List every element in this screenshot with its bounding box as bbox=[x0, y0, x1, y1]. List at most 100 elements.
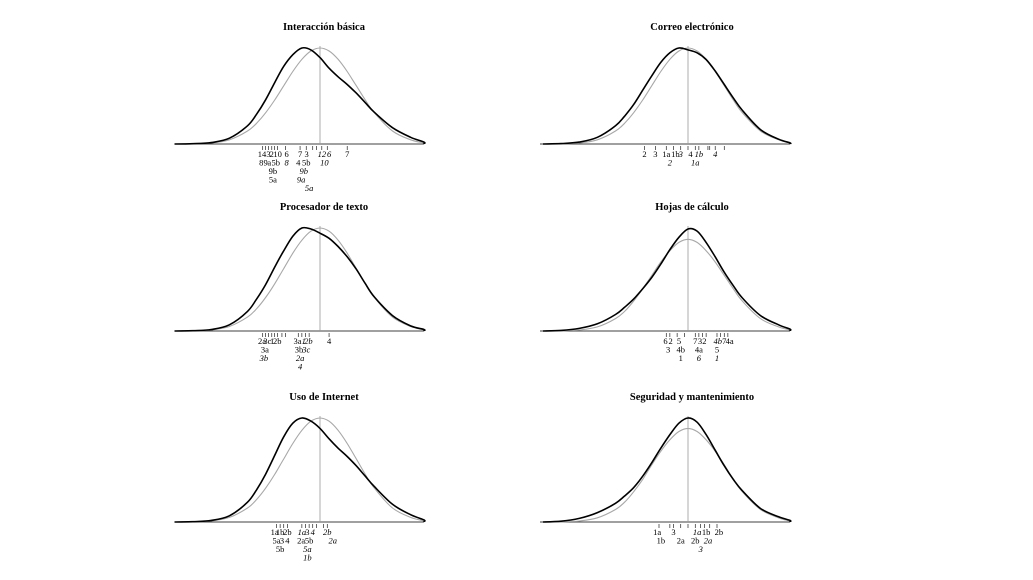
item-label: 2a bbox=[328, 536, 337, 546]
item-label: 4b bbox=[677, 345, 686, 355]
item-label: 5a bbox=[305, 183, 314, 193]
item-label: 2b bbox=[715, 527, 724, 537]
item-label: 3c bbox=[301, 345, 310, 355]
empirical-curve bbox=[542, 417, 792, 523]
item-label: 2a bbox=[677, 536, 685, 546]
item-label: 9 bbox=[264, 158, 268, 168]
item-label: 4 bbox=[296, 158, 301, 168]
normal-curve bbox=[174, 227, 426, 332]
normal-curve bbox=[174, 417, 426, 523]
empirical-curve bbox=[174, 226, 426, 332]
item-label: 6 bbox=[697, 353, 702, 363]
item-label: 2a bbox=[297, 536, 305, 546]
panel-title: Uso de Internet bbox=[289, 392, 359, 403]
item-label: 2b bbox=[323, 527, 332, 537]
item-label: 1 bbox=[270, 336, 274, 346]
normal-curve bbox=[542, 427, 792, 523]
item-label: 4 bbox=[688, 149, 693, 159]
item-label: 14 bbox=[258, 149, 267, 159]
item-label: 4 bbox=[298, 362, 303, 372]
item-label: 4 bbox=[713, 149, 718, 159]
item-label: 10 bbox=[273, 149, 282, 159]
item-label: 3a bbox=[261, 345, 269, 355]
item-label: 5a bbox=[272, 536, 280, 546]
item-label: 4b bbox=[713, 336, 722, 346]
item-label: 3 bbox=[653, 149, 657, 159]
item-label: 4 bbox=[327, 336, 332, 346]
panel-title: Procesador de texto bbox=[280, 202, 368, 213]
item-label: 7 bbox=[693, 336, 697, 346]
item-label: 3a bbox=[294, 336, 302, 346]
item-label: 3 bbox=[266, 149, 270, 159]
item-label: 5b bbox=[272, 158, 281, 168]
item-label: 5 bbox=[677, 336, 681, 346]
panel-title: Correo electrónico bbox=[650, 22, 733, 33]
item-label: 1a bbox=[691, 158, 700, 168]
item-label: 3c bbox=[263, 336, 271, 346]
item-label: 1b bbox=[657, 536, 666, 546]
item-label: 6 bbox=[663, 336, 667, 346]
item-label: 9b bbox=[299, 166, 308, 176]
item-label: 4a bbox=[726, 336, 734, 346]
item-label: 5a bbox=[269, 175, 277, 185]
item-label: a bbox=[267, 158, 271, 168]
item-label: 2b bbox=[304, 336, 313, 346]
item-label: 2a bbox=[258, 336, 266, 346]
item-label: 1 bbox=[302, 336, 306, 346]
item-label: 3 bbox=[671, 527, 675, 537]
panel-title: Hojas de cálculo bbox=[655, 202, 729, 213]
item-label: 2 bbox=[668, 336, 672, 346]
item-label: 2b bbox=[283, 527, 292, 537]
item-label: 4 bbox=[311, 527, 316, 537]
item-label: 4 bbox=[285, 536, 290, 546]
item-label: 3 bbox=[666, 345, 670, 355]
item-label: 9b bbox=[269, 166, 278, 176]
normal-curve bbox=[542, 238, 792, 332]
item-label: 2 bbox=[270, 149, 274, 159]
item-label: 12 bbox=[318, 149, 327, 159]
item-label: 4a bbox=[695, 345, 703, 355]
item-label: 2a bbox=[296, 353, 305, 363]
item-label: 3 bbox=[698, 336, 702, 346]
normal-curve bbox=[174, 47, 426, 145]
empirical-curve bbox=[542, 47, 792, 145]
item-label: 1b bbox=[702, 527, 711, 537]
item-label: 2b bbox=[691, 536, 700, 546]
item-label: 7 bbox=[345, 149, 349, 159]
item-label: 1b bbox=[303, 553, 312, 563]
item-label: 7 bbox=[722, 336, 726, 346]
item-label: 5b bbox=[305, 536, 314, 546]
item-label: 3b bbox=[295, 345, 304, 355]
item-label: 10 bbox=[320, 158, 329, 168]
panel-title: Seguridad y mantenimiento bbox=[630, 392, 754, 403]
item-label: 2 bbox=[668, 158, 673, 168]
normal-curve bbox=[542, 47, 792, 145]
item-label: 1a bbox=[298, 527, 307, 537]
item-label: 1a bbox=[693, 527, 702, 537]
item-label: 1b bbox=[695, 149, 704, 159]
item-label: 5 bbox=[715, 345, 719, 355]
item-label: 1 bbox=[679, 353, 683, 363]
item-label: 2a bbox=[704, 536, 713, 546]
item-label: 2 bbox=[702, 336, 706, 346]
item-label: 8 bbox=[259, 158, 263, 168]
item-label: 2b bbox=[273, 336, 282, 346]
item-label: 8 bbox=[285, 158, 290, 168]
item-label: 1a bbox=[271, 527, 279, 537]
item-label: 6 bbox=[327, 149, 332, 159]
item-label: 5b bbox=[276, 544, 285, 554]
item-label: 2 bbox=[642, 149, 646, 159]
item-label: 5b bbox=[302, 158, 311, 168]
item-label: 5a bbox=[303, 544, 312, 554]
empirical-curve bbox=[542, 227, 792, 332]
empirical-curve bbox=[174, 417, 426, 523]
item-label: 1a bbox=[662, 149, 670, 159]
item-label: 1 bbox=[715, 353, 719, 363]
item-label: 3b bbox=[259, 353, 269, 363]
